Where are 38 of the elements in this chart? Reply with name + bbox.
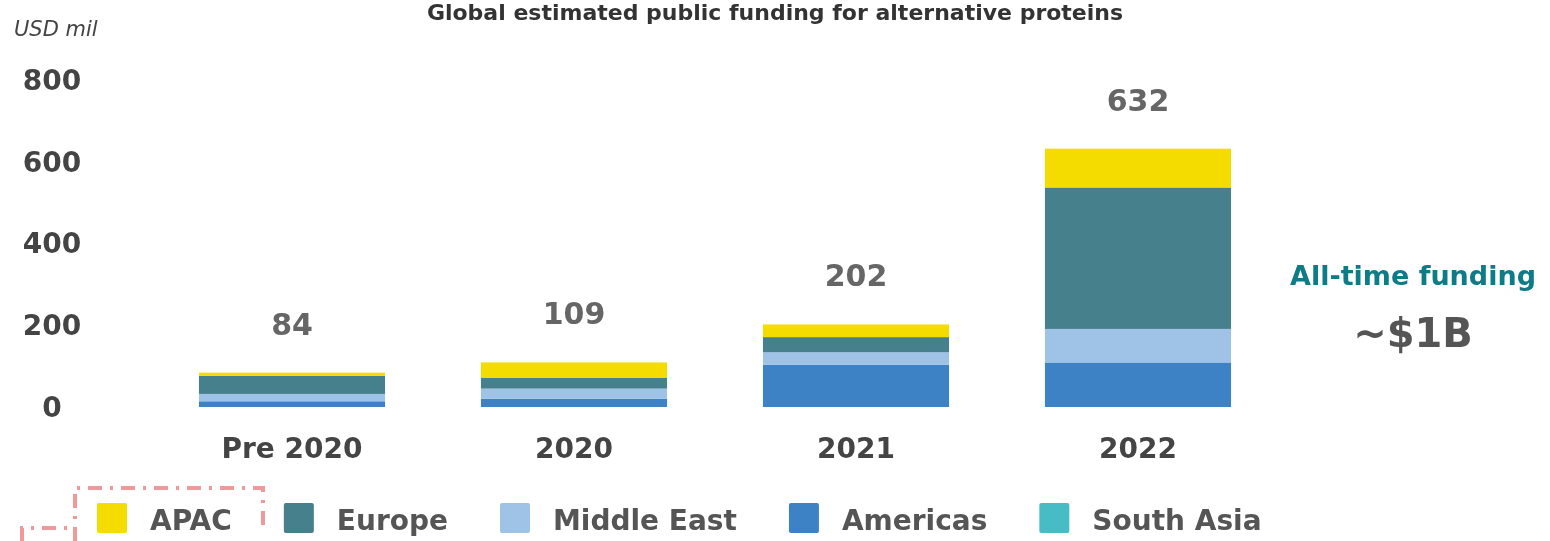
x-tick-label: 2020 bbox=[535, 432, 613, 465]
chart-title: Global estimated public funding for alternative proteins bbox=[426, 0, 1124, 25]
x-tick-label: 2021 bbox=[817, 432, 895, 465]
text: ~$1B bbox=[1353, 310, 1473, 356]
bar bbox=[480, 398, 668, 407]
bar bbox=[198, 375, 386, 394]
legend-label: Europe bbox=[336, 504, 448, 537]
total-label: 109 bbox=[542, 296, 606, 332]
x-tick-label: 2022 bbox=[1099, 432, 1177, 465]
y-tick-label: 0 bbox=[42, 390, 62, 424]
bar bbox=[1044, 328, 1232, 363]
total-label: 84 bbox=[271, 306, 313, 342]
legend-label: South Asia bbox=[1092, 504, 1262, 537]
bar bbox=[1044, 187, 1232, 329]
total-label: 202 bbox=[824, 258, 888, 294]
bar bbox=[480, 362, 668, 378]
y-tick-label: 600 bbox=[22, 145, 82, 179]
bar bbox=[762, 337, 950, 353]
bar bbox=[1044, 148, 1232, 188]
legend-label: APAC bbox=[150, 504, 232, 537]
text: All-time funding bbox=[1290, 260, 1536, 291]
bar bbox=[762, 352, 950, 365]
legend-label: Americas bbox=[841, 504, 988, 537]
bar bbox=[762, 324, 950, 338]
bar bbox=[480, 377, 668, 389]
y-tick-label: 400 bbox=[22, 227, 82, 261]
y-tick-label: 800 bbox=[22, 63, 82, 97]
bar bbox=[762, 364, 950, 407]
bar bbox=[1044, 362, 1232, 407]
total-label: 632 bbox=[1106, 82, 1170, 118]
x-tick-label: Pre 2020 bbox=[221, 432, 363, 465]
bar bbox=[198, 393, 386, 402]
bar bbox=[480, 388, 668, 399]
bar bbox=[198, 401, 386, 407]
legend-label: Middle East bbox=[552, 504, 737, 537]
y-tick-label: 200 bbox=[22, 309, 82, 343]
bar bbox=[198, 372, 386, 376]
y-axis-title: USD mil bbox=[14, 17, 98, 41]
